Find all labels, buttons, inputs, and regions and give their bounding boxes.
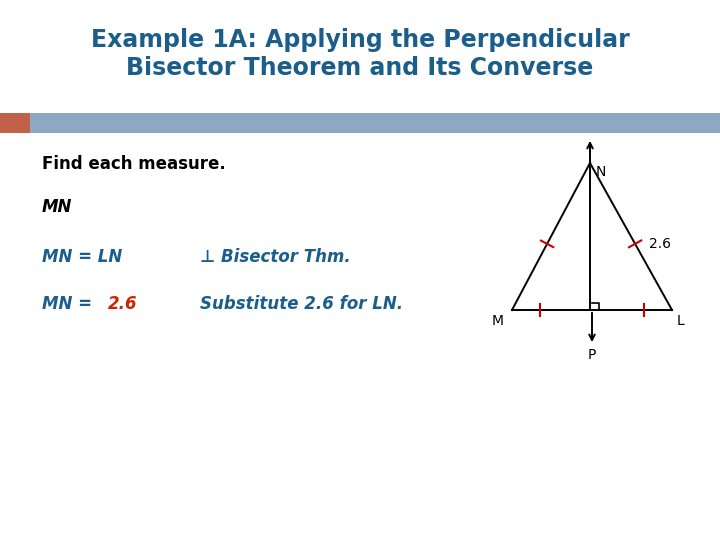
Text: L: L (677, 314, 685, 328)
Text: P: P (588, 348, 596, 362)
Text: N: N (596, 165, 606, 179)
Text: MN = LN: MN = LN (42, 248, 122, 266)
Bar (0, 113, 30, 133)
Text: M: M (492, 314, 504, 328)
Text: 2.6: 2.6 (649, 237, 671, 251)
Text: ⊥ Bisector Thm.: ⊥ Bisector Thm. (200, 248, 351, 266)
Text: Find each measure.: Find each measure. (42, 155, 226, 173)
Text: Substitute 2.6 for LN.: Substitute 2.6 for LN. (200, 295, 403, 313)
Text: MN: MN (42, 198, 73, 216)
Text: MN =: MN = (42, 295, 98, 313)
Bar (0, 113, 720, 133)
Text: Example 1A: Applying the Perpendicular
Bisector Theorem and Its Converse: Example 1A: Applying the Perpendicular B… (91, 28, 629, 80)
Text: 2.6: 2.6 (108, 295, 138, 313)
